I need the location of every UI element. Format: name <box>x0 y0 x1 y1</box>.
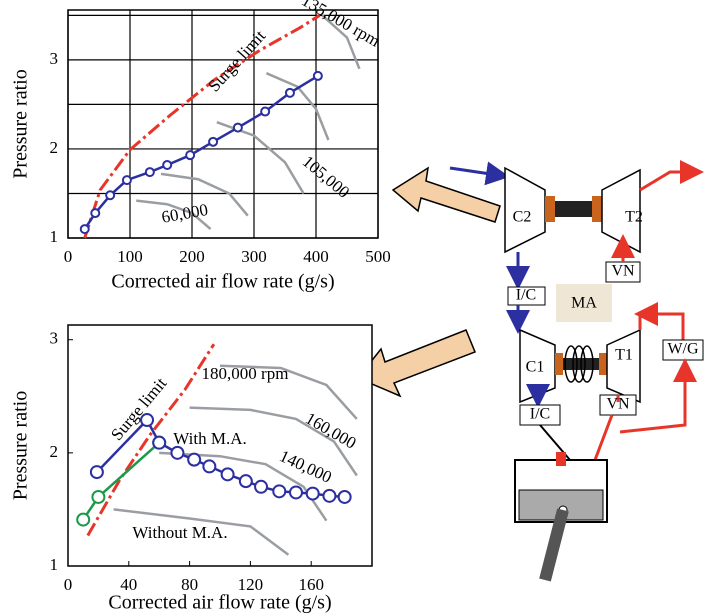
point <box>202 459 217 474</box>
point <box>289 485 303 500</box>
speed-line <box>265 72 330 141</box>
point <box>144 167 155 178</box>
chart: 0 40 80 120 160 1 2 3 Corrected air flow rate (g… <box>10 324 373 614</box>
plot-area <box>67 324 373 567</box>
flow-arrow <box>619 358 697 434</box>
y-tick-label: 1 <box>50 555 59 574</box>
point <box>121 175 132 186</box>
x-tick-label: 120 <box>238 575 264 594</box>
bearing <box>545 196 555 222</box>
x-tick-label: 80 <box>181 575 198 594</box>
compressor <box>504 166 546 254</box>
line <box>86 343 216 537</box>
engine-diagram: C2 T2 I/C MA C1 T1 VN W/G I/C VN <box>356 160 704 582</box>
y-tick-label: 3 <box>50 329 59 348</box>
diagram-label: VN <box>606 396 630 413</box>
pipe <box>593 414 614 461</box>
annotation: With M.A. <box>173 429 246 448</box>
point <box>170 445 185 460</box>
box <box>507 286 546 306</box>
point <box>238 474 253 489</box>
rod <box>539 508 569 582</box>
x-tick-label: 160 <box>298 575 324 594</box>
point <box>232 122 243 133</box>
bearing <box>555 353 563 375</box>
diagram-label: C1 <box>526 359 545 376</box>
speed-line <box>160 172 249 217</box>
pointer-arrow <box>391 166 501 223</box>
chart: 0 100 200 300 400 500 1 2 3 Corrected air flow ra… <box>10 0 391 293</box>
point <box>254 479 269 494</box>
point <box>305 486 320 501</box>
diagram-label: W/G <box>667 341 699 358</box>
shaft <box>545 201 602 217</box>
speed-line <box>321 14 361 70</box>
y-tick-label: 2 <box>50 138 59 157</box>
speed-line <box>113 508 290 556</box>
x-tick-label: 40 <box>120 575 137 594</box>
point <box>284 87 295 98</box>
y-tick-label: 3 <box>50 49 59 68</box>
point <box>76 512 91 527</box>
label-bg <box>556 284 612 322</box>
x-tick-label: 500 <box>365 247 391 266</box>
diagram-label: I/C <box>516 287 536 304</box>
motor-coil <box>564 345 594 383</box>
pointer-arrow <box>356 329 476 398</box>
x-tick-label: 300 <box>241 247 267 266</box>
point <box>79 224 90 235</box>
y-tick-label: 1 <box>50 227 59 246</box>
line <box>83 14 321 239</box>
point <box>337 489 352 504</box>
speed-line <box>219 364 358 420</box>
y-axis-title: Pressure ratio <box>10 69 32 178</box>
diagram-label: VN <box>611 263 635 280</box>
point <box>272 484 287 499</box>
speed-line <box>189 406 358 477</box>
diagram-label: MA <box>571 295 597 312</box>
point <box>91 489 106 504</box>
speed-label: 180,000 rpm <box>202 364 289 383</box>
diagram-label: I/C <box>530 406 550 423</box>
x-axis-title: Corrected air flow rate (g/s) <box>108 592 331 614</box>
y-tick-label: 2 <box>50 442 59 461</box>
point <box>90 208 101 219</box>
diagram-label: T1 <box>615 347 633 364</box>
point <box>185 150 196 161</box>
diagram-label: T2 <box>625 209 643 226</box>
y-axis-title: Pressure ratio <box>10 391 32 500</box>
intake-arrow <box>449 161 510 186</box>
exhaust-arrow <box>639 160 704 192</box>
x-tick-label: 0 <box>64 575 73 594</box>
point <box>208 136 219 147</box>
x-tick-label: 0 <box>64 247 73 266</box>
x-tick-label: 100 <box>117 247 143 266</box>
point <box>260 106 271 117</box>
point <box>105 190 116 201</box>
point <box>140 413 155 428</box>
x-tick-label: 400 <box>303 247 329 266</box>
point <box>322 488 337 503</box>
diagram-label: C2 <box>513 209 532 226</box>
point <box>89 465 104 480</box>
spark <box>556 452 566 466</box>
wastegate-line <box>638 312 685 340</box>
bearing <box>599 353 607 375</box>
turbine <box>606 328 641 404</box>
turbine <box>601 168 641 254</box>
point <box>220 467 235 482</box>
bearing <box>592 196 602 222</box>
point <box>312 70 323 81</box>
x-axis-title: Corrected air flow rate (g/s) <box>111 271 334 293</box>
speed-line <box>136 199 212 231</box>
x-tick-label: 200 <box>179 247 205 266</box>
point <box>162 159 173 170</box>
point <box>187 452 202 467</box>
point <box>152 435 167 450</box>
annotation: Without M.A. <box>132 523 227 542</box>
